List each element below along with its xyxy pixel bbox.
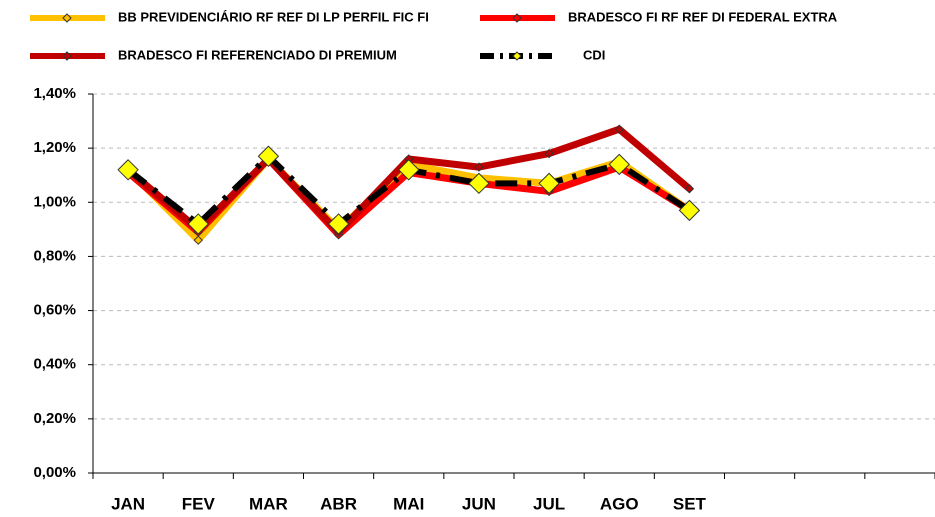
legend-marker bbox=[62, 13, 72, 23]
y-tick-label: 1,40% bbox=[33, 85, 76, 102]
y-tick-label: 0,40% bbox=[33, 356, 76, 373]
data-marker bbox=[193, 235, 203, 245]
legend-label: BB PREVIDENCIÁRIO RF REF DI LP PERFIL FI… bbox=[118, 9, 429, 24]
legend-label: CDI bbox=[583, 47, 605, 62]
x-tick-label: FEV bbox=[182, 494, 216, 513]
data-marker bbox=[468, 172, 490, 195]
legend-marker bbox=[512, 51, 522, 61]
y-tick-label: 0,00% bbox=[33, 464, 76, 481]
y-tick-label: 1,00% bbox=[33, 193, 76, 210]
x-tick-label: JAN bbox=[111, 494, 145, 513]
data-marker bbox=[538, 172, 560, 195]
data-marker bbox=[608, 153, 630, 176]
data-marker bbox=[117, 159, 139, 181]
data-marker bbox=[398, 159, 420, 181]
data-marker bbox=[614, 124, 624, 134]
y-tick-label: 0,80% bbox=[33, 247, 76, 264]
x-tick-label: SET bbox=[673, 494, 707, 513]
x-tick-label: JUN bbox=[462, 494, 496, 513]
data-marker bbox=[327, 213, 350, 235]
x-tick-label: AGO bbox=[600, 494, 639, 513]
x-tick-label: JUL bbox=[533, 494, 565, 513]
x-tick-label: MAI bbox=[393, 494, 424, 513]
data-marker bbox=[678, 199, 701, 222]
x-tick-label: ABR bbox=[320, 494, 357, 513]
legend-label: BRADESCO FI REFERENCIADO DI PREMIUM bbox=[118, 47, 397, 62]
series-line bbox=[125, 125, 692, 236]
y-tick-label: 0,20% bbox=[33, 410, 76, 427]
legend-marker bbox=[512, 13, 522, 23]
x-tick-label: MAR bbox=[249, 494, 288, 513]
y-tick-label: 0,60% bbox=[33, 302, 76, 319]
y-tick-label: 1,20% bbox=[33, 139, 76, 156]
data-marker bbox=[257, 145, 280, 167]
data-marker bbox=[544, 148, 554, 159]
legend-marker bbox=[62, 51, 72, 61]
data-marker bbox=[187, 213, 209, 235]
legend-label: BRADESCO FI RF REF DI FEDERAL EXTRA bbox=[568, 9, 838, 24]
data-marker bbox=[684, 184, 695, 194]
data-marker bbox=[474, 162, 484, 172]
